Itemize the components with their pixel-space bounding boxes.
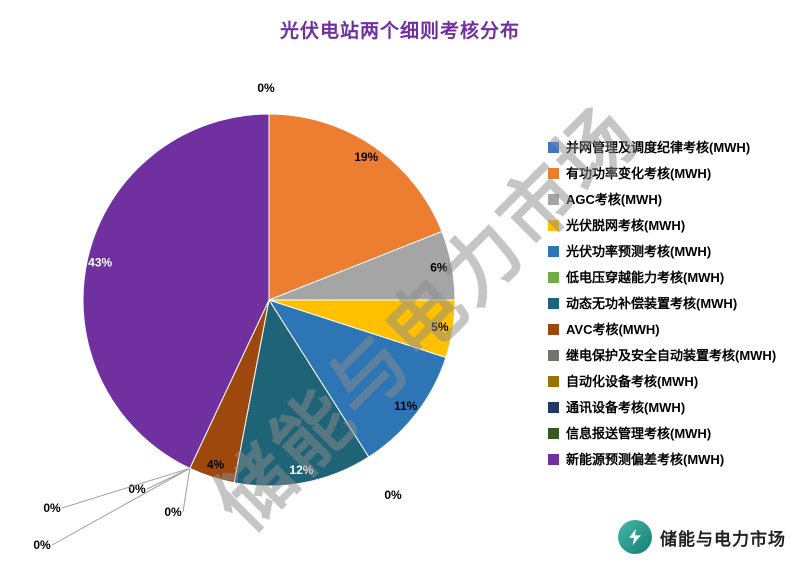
legend-item-3: 光伏脱网考核(MWH) bbox=[548, 219, 776, 232]
legend-item-10: 通讯设备考核(MWH) bbox=[548, 401, 776, 414]
legend: 并网管理及调度纪律考核(MWH) 有功功率变化考核(MWH) AGC考核(MWH) 光… bbox=[548, 141, 776, 466]
legend-swatch bbox=[548, 376, 559, 387]
pie-label-5: 0% bbox=[384, 488, 402, 502]
legend-swatch bbox=[548, 246, 559, 257]
label-leader-line bbox=[182, 468, 191, 513]
pie-label-3: 5% bbox=[431, 320, 449, 334]
legend-item-7: AVC考核(MWH) bbox=[548, 323, 776, 336]
legend-label: AGC考核(MWH) bbox=[566, 192, 663, 207]
legend-swatch bbox=[548, 428, 559, 439]
legend-item-6: 动态无功补偿装置考核(MWH) bbox=[548, 297, 776, 310]
pie-label-2: 6% bbox=[430, 261, 448, 275]
legend-label: 信息报送管理考核(MWH) bbox=[566, 426, 712, 441]
legend-item-0: 并网管理及调度纪律考核(MWH) bbox=[548, 141, 776, 154]
pie-label-4: 11% bbox=[394, 399, 418, 413]
legend-label: 光伏脱网考核(MWH) bbox=[566, 218, 686, 233]
footer-logo-text: 储能与电力市场 bbox=[660, 529, 786, 549]
legend-label: 有功功率变化考核(MWH) bbox=[566, 166, 712, 181]
legend-label: 低电压穿越能力考核(MWH) bbox=[566, 270, 725, 285]
legend-label: 光伏功率预测考核(MWH) bbox=[566, 244, 712, 259]
legend-label: 自动化设备考核(MWH) bbox=[566, 374, 699, 389]
pie-label-12: 43% bbox=[88, 255, 112, 269]
pie-label-7: 4% bbox=[207, 458, 225, 472]
legend-label: 并网管理及调度纪律考核(MWH) bbox=[566, 140, 751, 155]
legend-swatch bbox=[548, 272, 559, 283]
legend-label: 新能源预测偏差考核(MWH) bbox=[566, 452, 725, 467]
legend-item-11: 信息报送管理考核(MWH) bbox=[548, 427, 776, 440]
legend-item-1: 有功功率变化考核(MWH) bbox=[548, 167, 776, 180]
legend-swatch bbox=[548, 168, 559, 179]
label-leader-line bbox=[51, 467, 191, 546]
legend-swatch bbox=[548, 298, 559, 309]
legend-swatch bbox=[548, 194, 559, 205]
legend-item-2: AGC考核(MWH) bbox=[548, 193, 776, 206]
legend-swatch bbox=[548, 220, 559, 231]
lightning-bolt-icon bbox=[618, 520, 652, 554]
legend-label: 通讯设备考核(MWH) bbox=[566, 400, 686, 415]
pie-slice-4 bbox=[267, 299, 447, 458]
legend-item-12: 新能源预测偏差考核(MWH) bbox=[548, 453, 776, 466]
pie-slice-1 bbox=[268, 113, 443, 301]
pie-label-0: 0% bbox=[257, 81, 275, 95]
legend-item-8: 继电保护及安全自动装置考核(MWH) bbox=[548, 349, 776, 362]
pie-slice-6 bbox=[233, 298, 370, 487]
pie-label-10: 0% bbox=[164, 505, 182, 519]
legend-item-4: 光伏功率预测考核(MWH) bbox=[548, 245, 776, 258]
pie-label-9: 0% bbox=[43, 501, 61, 515]
legend-item-9: 自动化设备考核(MWH) bbox=[548, 375, 776, 388]
legend-swatch bbox=[548, 402, 559, 413]
legend-swatch bbox=[548, 324, 559, 335]
legend-swatch bbox=[548, 350, 559, 361]
pie-slice-12 bbox=[82, 113, 270, 469]
pie-label-6: 12% bbox=[289, 463, 313, 477]
chart-title: 光伏电站两个细则考核分布 bbox=[279, 21, 520, 42]
legend-swatch bbox=[548, 142, 559, 153]
footer-logo: 储能与电力市场 bbox=[618, 520, 786, 554]
legend-swatch bbox=[548, 454, 559, 465]
pie-label-1: 19% bbox=[354, 150, 378, 164]
legend-label: 动态无功补偿装置考核(MWH) bbox=[566, 296, 738, 311]
legend-label: 继电保护及安全自动装置考核(MWH) bbox=[566, 348, 777, 363]
legend-item-5: 低电压穿越能力考核(MWH) bbox=[548, 271, 776, 284]
pie-label-11: 0% bbox=[33, 538, 51, 552]
label-leader-line bbox=[61, 467, 190, 509]
legend-label: AVC考核(MWH) bbox=[566, 322, 660, 337]
